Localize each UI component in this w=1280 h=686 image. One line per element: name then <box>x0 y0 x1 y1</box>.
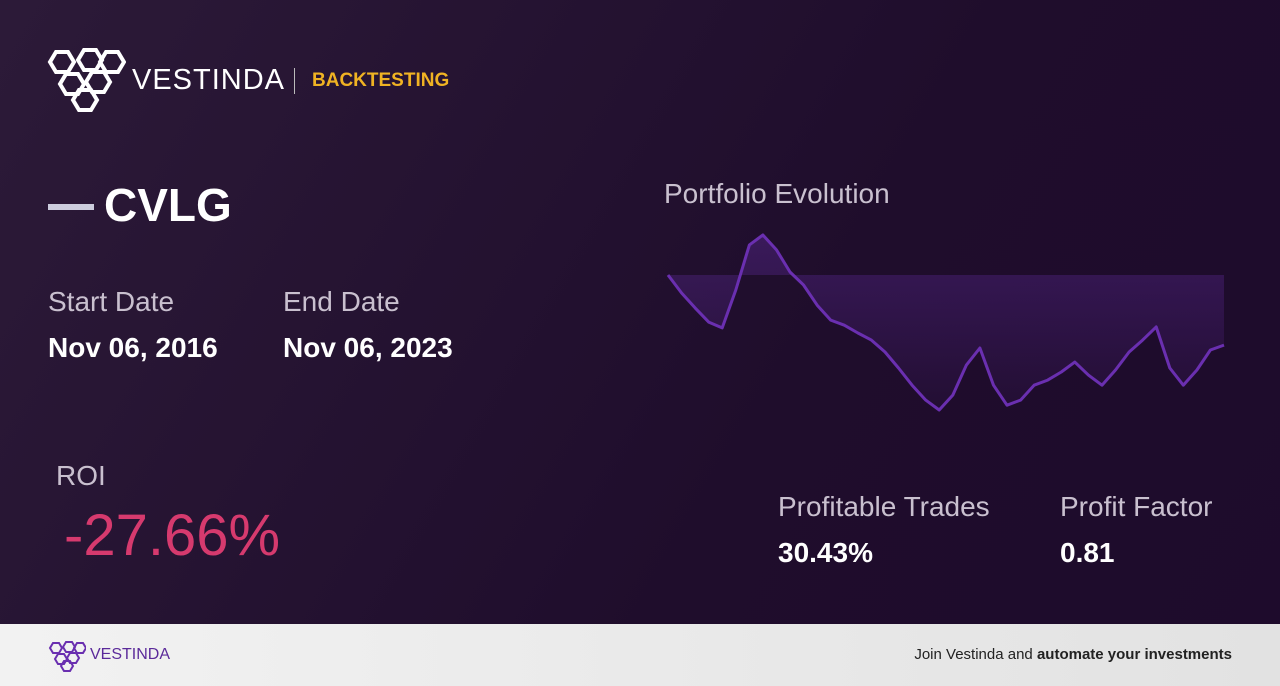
pf-value: 0.81 <box>1060 537 1115 568</box>
line <box>666 233 1225 412</box>
footer: VESTINDA Join Vestinda and automate your… <box>0 624 1280 686</box>
chart <box>666 233 1225 412</box>
footer-logo <box>48 641 86 672</box>
roi-value: -27.66% <box>64 503 281 568</box>
cta-bold: automate your investments <box>1036 646 1232 663</box>
section: BACKTESTING <box>312 70 450 91</box>
ticker: CVLG <box>104 179 232 231</box>
roi-label: ROI <box>56 460 106 491</box>
ticker-logo <box>48 204 94 210</box>
pf-label: Profit Factor <box>1060 491 1213 522</box>
divider <box>294 68 295 94</box>
cta-prefix: Join Vestinda and <box>914 646 1033 663</box>
area <box>668 235 1224 410</box>
start-value: Nov 06, 2016 <box>48 332 218 363</box>
cta: Join Vestinda and automate your investme… <box>914 646 1232 663</box>
footer-brand: VESTINDA <box>90 646 171 663</box>
end-label: End Date <box>283 286 400 317</box>
logo <box>47 48 126 112</box>
end-value: Nov 06, 2023 <box>283 332 453 363</box>
start-label: Start Date <box>48 286 175 317</box>
brand: VESTINDA <box>132 64 286 96</box>
chart-title: Portfolio Evolution <box>664 178 890 209</box>
trades-label: Profitable Trades <box>778 491 990 522</box>
trades-value: 30.43% <box>778 537 873 568</box>
